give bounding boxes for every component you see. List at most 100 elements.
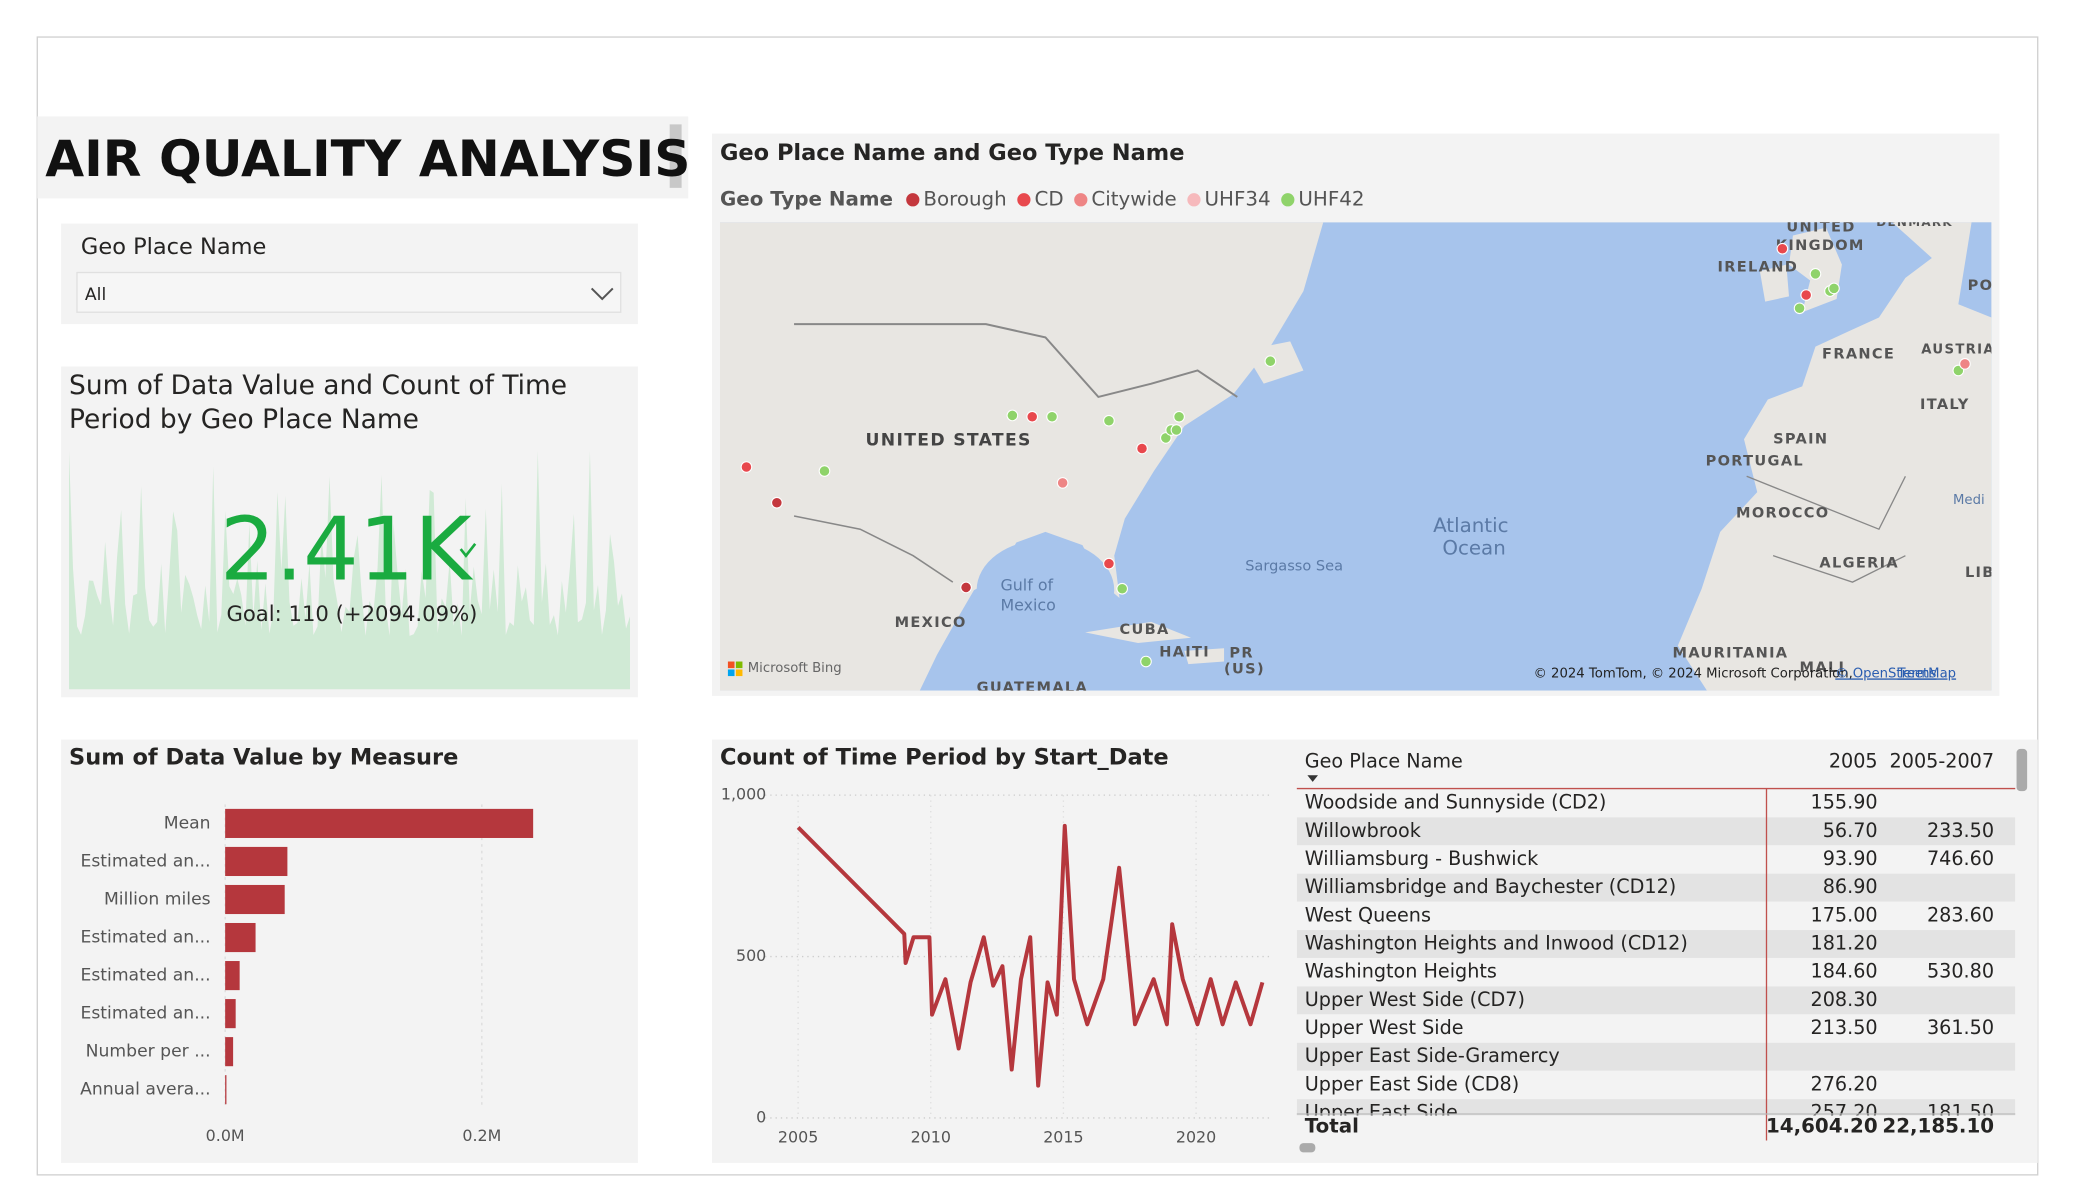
kpi-title: Sum of Data Value and Count of Time: [69, 370, 567, 401]
table-cell: Upper East Side-Gramercy: [1305, 1044, 1560, 1067]
table-cell: 257.20: [1811, 1101, 1878, 1124]
y-tick-label: Number per ...: [86, 1042, 211, 1062]
page-title: AIR QUALITY ANALYSIS: [45, 129, 690, 188]
row-stripe: [1296, 986, 2016, 1015]
bar: [225, 1075, 227, 1105]
legend-marker: [1187, 193, 1201, 207]
map-label: Mexico: [1000, 595, 1055, 614]
y-tick-label: 500: [736, 946, 766, 965]
bar: [225, 961, 240, 991]
map-point: [771, 496, 783, 509]
land: [1677, 222, 1992, 691]
kpi-trend: [69, 451, 631, 690]
table-cell: Willowbrook: [1305, 819, 1422, 842]
table-cell: 86.90: [1823, 875, 1878, 898]
map-point: [1173, 410, 1185, 423]
legend-marker: [906, 193, 920, 207]
table-hscroll[interactable]: [1299, 1143, 1316, 1153]
table-cell: 208.30: [1811, 988, 1878, 1011]
map-point: [1103, 414, 1115, 427]
table-cell: 530.80: [1927, 960, 1994, 983]
map-point: [1959, 358, 1971, 370]
legend-label: Borough: [923, 187, 1006, 210]
table-cell: Woodside and Sunnyside (CD2): [1305, 791, 1607, 814]
table-cell: Upper West Side: [1305, 1016, 1464, 1039]
y-tick-label: Estimated an...: [80, 966, 210, 986]
map-label: AUSTRIA: [1921, 342, 1995, 357]
bing-label: Microsoft Bing: [748, 661, 842, 676]
map-point: [1116, 582, 1128, 595]
line-chart: 0 500 1,000 2005 2010 2015 2020: [721, 785, 1271, 1146]
map-label: PORTUGAL: [1706, 453, 1804, 470]
table-cell: Upper West Side (CD7): [1305, 988, 1525, 1011]
map-label: MALI: [1800, 659, 1846, 676]
map-point: [740, 461, 753, 473]
map-label: HAITI: [1159, 643, 1210, 660]
map-point: [1776, 242, 1789, 255]
map-label: Atlantic: [1433, 514, 1508, 537]
table: Geo Place Name 2005 2005-2007 Woodside and …: [1296, 750, 2016, 1141]
border: [793, 515, 954, 583]
map-point: [1136, 442, 1148, 455]
scrollbar[interactable]: [669, 124, 682, 188]
map-point: [1809, 268, 1822, 280]
row-stripe: [1296, 930, 2016, 958]
column-header: 2005: [1829, 750, 1878, 773]
map-label: PO: [1968, 277, 1994, 294]
x-tick-label: 0.2M: [462, 1126, 501, 1145]
kpi-value: 2.41K: [220, 499, 474, 601]
bing-logo: [735, 661, 743, 669]
map-label: MEXICO: [895, 614, 967, 631]
land: [719, 222, 1324, 691]
map-label: ALGERIA: [1819, 555, 1899, 572]
terms-link[interactable]: Terms: [1896, 666, 1936, 681]
bar: [225, 846, 288, 877]
map-label: ITALY: [1920, 396, 1970, 413]
row-stripe: [1296, 873, 2016, 902]
legend-marker: [1074, 193, 1088, 207]
map[interactable]: UNITED STATES MEXICO CUBA HAITI PR (US) …: [719, 215, 1995, 696]
total-cell: 14,604.20: [1766, 1115, 1878, 1138]
table-cell: Williamsburg - Bushwick: [1305, 847, 1539, 870]
y-tick-label: Estimated an...: [80, 851, 210, 871]
table-cell: Washington Heights and Inwood (CD12): [1305, 931, 1688, 954]
osm-link[interactable]: © OpenStreetMap: [1835, 666, 1956, 681]
map-label: UNITED: [1786, 219, 1855, 236]
slicer-dropdown[interactable]: [76, 271, 622, 313]
land: [1759, 227, 1842, 313]
map-point: [1056, 477, 1069, 489]
table-cell: 213.50: [1811, 1016, 1878, 1039]
y-tick-label: Estimated an...: [80, 1004, 210, 1024]
map-point: [818, 465, 831, 477]
x-tick-label: 2020: [1176, 1127, 1216, 1146]
x-tick-label: 2015: [1043, 1127, 1083, 1146]
column-header: 2005-2007: [1890, 750, 1995, 773]
bar: [225, 1037, 234, 1067]
map-label: Sargasso Sea: [1245, 557, 1343, 574]
table-vscroll[interactable]: [2016, 748, 2028, 792]
attribution: © 2024 TomTom, © 2024 Microsoft Corporat…: [1534, 666, 1853, 681]
y-tick-label: 1,000: [721, 785, 766, 804]
dropdown-chevron[interactable]: [590, 287, 614, 301]
bar-title: Sum of Data Value by Measure: [69, 745, 458, 771]
bar: [225, 999, 236, 1029]
legend-label: Citywide: [1091, 187, 1176, 210]
total-cell: 22,185.10: [1882, 1115, 1994, 1138]
legend-label: UHF34: [1205, 187, 1271, 210]
sort-indicator: [1307, 775, 1318, 782]
legend-label: CD: [1034, 187, 1063, 210]
map-label: LIB: [1965, 564, 1995, 581]
column-header: Geo Place Name: [1305, 750, 1463, 773]
title-panel: [37, 116, 689, 199]
map-label: MOROCCO: [1736, 504, 1829, 521]
legend-title: Geo Type Name: [720, 187, 893, 210]
line: [796, 823, 1265, 1088]
map-label: KINGDOM: [1776, 237, 1865, 254]
map-point: [960, 581, 972, 594]
map-point: [1264, 355, 1277, 368]
table-cell: Williamsbridge and Baychester (CD12): [1305, 875, 1677, 898]
map-label: UNITED STATES: [866, 431, 1032, 451]
map-point: [1828, 282, 1840, 295]
map-label: CUBA: [1120, 621, 1170, 638]
bar: [225, 884, 285, 915]
